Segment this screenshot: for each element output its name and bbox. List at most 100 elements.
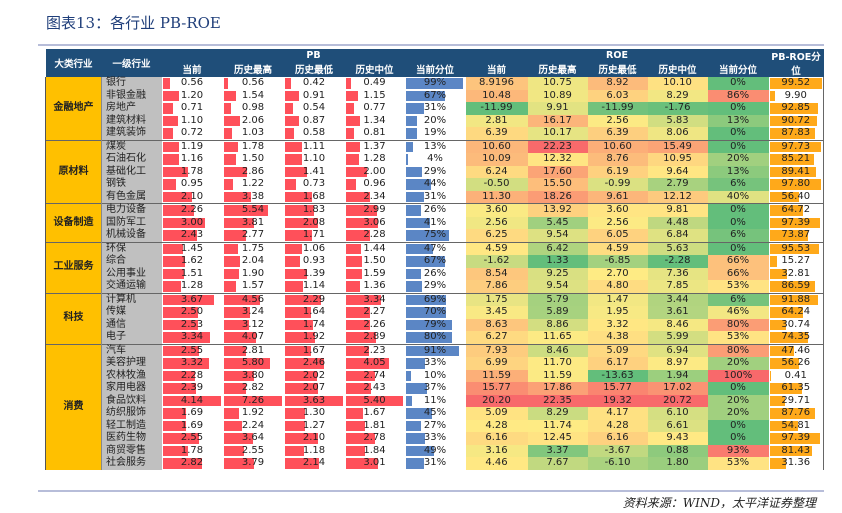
roe-median-cell: 8.97 — [647, 357, 708, 370]
roe-median-cell: 6.94 — [647, 343, 708, 357]
cell-value: 4.14 — [180, 394, 204, 406]
pbroe-cell: 97.39 — [768, 216, 824, 229]
roe-median-cell: 8.46 — [647, 318, 708, 331]
pbroe-cell: 64.24 — [768, 306, 824, 319]
roe-low-cell: 4.28 — [587, 419, 648, 432]
percentile-bar — [405, 345, 459, 356]
roe-low-cell: 8.76 — [587, 153, 648, 166]
roe-current-cell: 4.46 — [465, 457, 528, 470]
industry-cell: 基础化工 — [101, 165, 162, 178]
pb-bar — [345, 345, 370, 356]
cell-value: 4.46 — [485, 457, 508, 468]
pb-current-cell: 1.20 — [162, 90, 223, 103]
pb-percentile-cell: 19% — [405, 127, 466, 140]
pb-percentile-cell: 75% — [405, 229, 466, 242]
pb-bar — [284, 154, 303, 165]
roe-median-cell: 12.12 — [647, 190, 708, 204]
pb-roe-table: 大类行业 一级行业 PB ROE PB-ROE分位 当前 历史最高 历史最低 历… — [45, 49, 824, 470]
pb-high-cell: 0.98 — [223, 102, 284, 115]
cell-value: 2.56 — [606, 216, 629, 228]
cell-value: 8.54 — [485, 267, 508, 279]
roe-high-cell: 11.70 — [527, 357, 588, 370]
cell-value: 4.38 — [606, 331, 629, 342]
cell-value: 0.42 — [302, 77, 326, 88]
cell-value: -6.85 — [604, 255, 631, 266]
cell-value: 1.69 — [180, 407, 204, 418]
industry-cell: 电力设备 — [101, 203, 162, 217]
pbroe-cell: 97.73 — [768, 139, 824, 153]
roe-median-cell: 8.29 — [647, 89, 708, 102]
roe-low-cell: 6.39 — [587, 127, 648, 140]
cell-value: 4% — [427, 153, 443, 164]
roe-current-cell: 15.77 — [465, 382, 528, 395]
cell-value: 1.78 — [180, 444, 204, 456]
cell-value: 13.92 — [543, 204, 572, 215]
pb-current-cell: 2.43 — [162, 229, 223, 242]
cell-value: 5.09 — [485, 407, 508, 418]
cell-value: 1.15 — [363, 89, 386, 101]
percentile-bar — [405, 281, 423, 292]
cell-value: 81.43 — [781, 444, 811, 456]
percentile-bar — [405, 90, 445, 101]
roe-median-cell: 3.44 — [647, 292, 708, 306]
cell-value: 1.30 — [302, 407, 326, 418]
cell-value: 8.76 — [606, 153, 629, 164]
cell-value: 1.11 — [302, 140, 326, 152]
cell-value: 100% — [723, 369, 753, 381]
pb-high-cell: 1.50 — [223, 153, 284, 166]
pb-median-cell: 2.23 — [344, 343, 405, 357]
pb-low-cell: 1.11 — [283, 139, 345, 153]
pb-low-cell: 0.54 — [284, 102, 345, 115]
pb-median-cell: 4.05 — [345, 357, 405, 370]
industry-cell: 公用事业 — [101, 267, 162, 280]
roe-high-cell: 11.65 — [527, 331, 588, 344]
pbroe-bar — [769, 141, 821, 152]
cell-value: 11.74 — [543, 419, 572, 431]
cell-value: 3.60 — [606, 204, 629, 215]
pb-bar — [345, 154, 360, 165]
pb-median-cell: 0.49 — [345, 77, 405, 90]
roe-median-cell: 6.61 — [647, 419, 708, 432]
roe-high-cell: 5.79 — [527, 292, 588, 306]
pb-bar — [284, 294, 322, 305]
percentile-bar — [405, 205, 421, 216]
pbroe-bar — [769, 358, 799, 369]
cell-value: 91.88 — [781, 293, 811, 305]
pb-high-cell: 2.86 — [223, 166, 284, 179]
pb-bar — [345, 445, 366, 456]
pbroe-cell: 97.80 — [768, 178, 824, 191]
roe-high-cell: 6.42 — [527, 241, 588, 255]
cell-value: 13% — [423, 140, 447, 152]
pb-low-cell: 1.39 — [284, 268, 345, 281]
pb-low-cell: 0.73 — [284, 178, 345, 191]
pb-high-cell: 2.24 — [223, 420, 284, 433]
industry-cell: 银行 — [101, 77, 162, 90]
cell-value: 0.72 — [180, 127, 204, 138]
pb-bar — [162, 370, 195, 381]
cell-value: 10.60 — [603, 140, 632, 152]
pb-bar — [162, 128, 173, 139]
header-industry: 一级行业 — [101, 49, 162, 77]
pb-percentile-cell: 44% — [405, 178, 466, 191]
pb-bar — [162, 191, 193, 202]
industry-cell: 轻工制造 — [101, 419, 162, 432]
cell-value: 6.19 — [606, 165, 629, 177]
roe-percentile-cell: 0% — [707, 203, 769, 217]
pb-bar — [284, 205, 315, 216]
cell-value: 9.54 — [546, 229, 569, 240]
pb-bar — [345, 420, 365, 431]
pb-bar — [162, 332, 210, 343]
roe-current-cell: 6.16 — [465, 432, 528, 445]
cell-value: 0.56 — [241, 77, 265, 88]
header-roe-current: 当前 — [465, 61, 528, 77]
percentile-bar — [405, 179, 432, 190]
cell-value: 80% — [423, 331, 447, 342]
pb-bar — [162, 345, 199, 356]
roe-low-cell: 6.17 — [587, 357, 648, 370]
pb-current-cell: 2.28 — [162, 370, 223, 383]
cell-value: 10.48 — [482, 89, 511, 101]
cell-value: 6.42 — [546, 242, 569, 254]
cell-value: 4.59 — [606, 242, 629, 254]
pb-current-cell: 3.32 — [162, 357, 223, 370]
cell-value: 1.62 — [180, 255, 204, 266]
